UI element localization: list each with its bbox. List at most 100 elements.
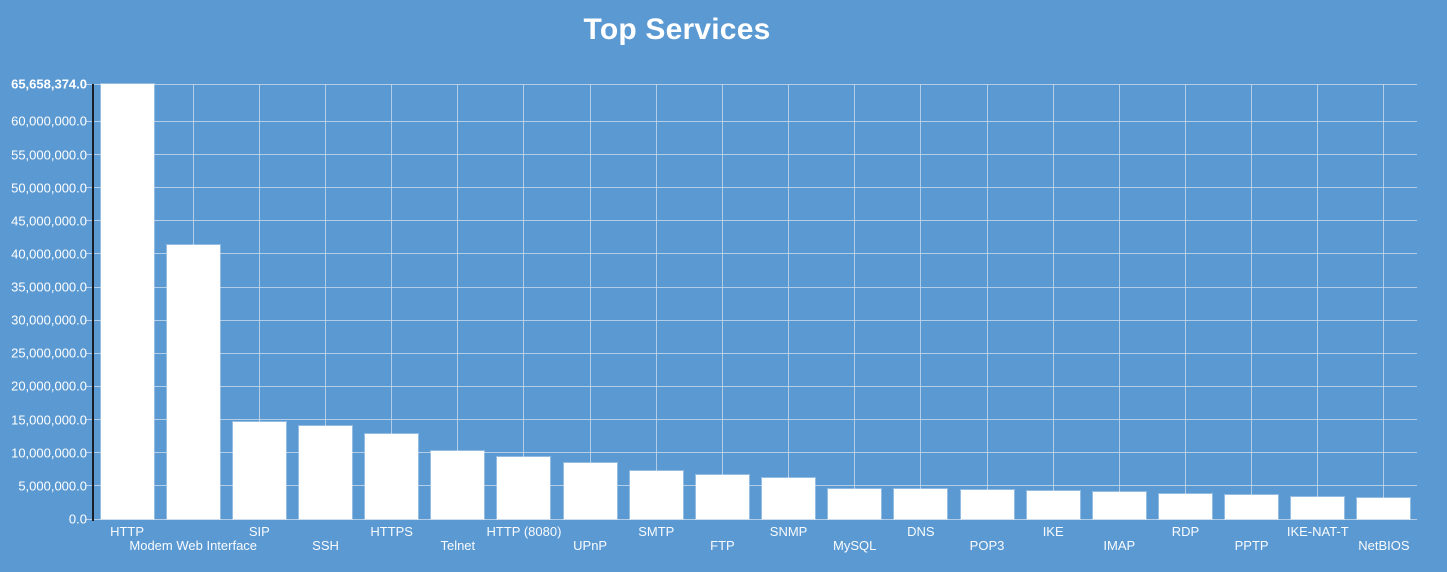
v-gridline [523, 84, 525, 519]
h-gridline [94, 352, 1417, 354]
v-gridline [1251, 84, 1253, 519]
x-tick-label-upnp: UPnP [573, 538, 608, 553]
y-tick-mark [86, 286, 92, 288]
v-gridline [258, 84, 260, 519]
h-gridline [94, 120, 1417, 122]
v-gridline [1317, 84, 1319, 519]
y-tick-mark [86, 419, 92, 421]
x-tick-label-ssh: SSH [312, 538, 339, 553]
y-tick-label: 10,000,000.0 [11, 445, 87, 461]
y-tick-label: 0.0 [68, 511, 87, 527]
v-gridline [721, 84, 723, 519]
h-gridline [94, 319, 1417, 321]
x-tick-label-snmp: SNMP [769, 524, 808, 539]
h-gridline [94, 286, 1417, 288]
x-tick-label-smtp: SMTP [638, 524, 675, 539]
h-gridline [94, 187, 1417, 189]
y-tick-label: 40,000,000.0 [11, 246, 87, 262]
v-gridline [589, 84, 591, 519]
y-tick-label: 50,000,000.0 [11, 180, 87, 196]
bar-ssh[interactable] [299, 425, 353, 519]
x-tick-label-netbios: NetBIOS [1358, 538, 1410, 553]
bar-netbios[interactable] [1357, 497, 1411, 519]
x-tick-label-modem-web-interface: Modem Web Interface [129, 538, 258, 553]
bar-http-8080[interactable] [497, 457, 551, 519]
y-tick-mark [86, 220, 92, 222]
y-tick-label: 55,000,000.0 [11, 147, 87, 163]
x-tick-label-ftp: FTP [710, 538, 735, 553]
y-tick-mark [86, 120, 92, 122]
bar-ike[interactable] [1026, 491, 1080, 519]
h-gridline [94, 452, 1417, 454]
y-tick-mark [86, 83, 92, 85]
h-gridline [94, 220, 1417, 222]
h-gridline [94, 154, 1417, 156]
bar-dns[interactable] [894, 489, 948, 519]
h-gridline [94, 485, 1417, 487]
x-tick-label-http-8080: HTTP (8080) [486, 524, 562, 539]
v-gridline [920, 84, 922, 519]
bar-smtp[interactable] [629, 471, 683, 519]
bar-http[interactable] [100, 84, 154, 519]
v-gridline [986, 84, 988, 519]
x-tick-label-imap: IMAP [1103, 538, 1136, 553]
bar-pptp[interactable] [1225, 495, 1279, 519]
v-gridline [854, 84, 856, 519]
x-tick-label-rdp: RDP [1171, 524, 1200, 539]
bar-upnp[interactable] [563, 462, 617, 519]
h-gridline [94, 385, 1417, 387]
x-tick-label-dns: DNS [907, 524, 935, 539]
bar-sip[interactable] [232, 421, 286, 519]
v-gridline [788, 84, 790, 519]
bar-pop3[interactable] [960, 489, 1014, 519]
y-tick-mark [86, 253, 92, 255]
bar-rdp[interactable] [1158, 494, 1212, 519]
chart-title: Top Services [583, 13, 771, 46]
bar-ftp[interactable] [695, 474, 749, 519]
y-tick-label: 65,658,374.0 [11, 76, 87, 92]
y-tick-label: 45,000,000.0 [11, 213, 87, 229]
y-axis-line [92, 84, 94, 521]
y-tick-label: 5,000,000.0 [18, 478, 87, 494]
x-tick-label-ike-nat-t: IKE-NAT-T [1286, 524, 1349, 539]
y-tick-mark [86, 485, 92, 487]
x-tick-label-https: HTTPS [370, 524, 413, 539]
v-gridline [655, 84, 657, 519]
x-tick-label-telnet: Telnet [440, 538, 476, 553]
bar-imap[interactable] [1092, 492, 1146, 519]
y-tick-label: 35,000,000.0 [11, 279, 87, 295]
y-tick-mark [86, 452, 92, 454]
v-gridline [1118, 84, 1120, 519]
y-tick-mark [86, 319, 92, 321]
bar-mysql[interactable] [828, 488, 882, 519]
h-gridline [94, 419, 1417, 421]
bar-snmp[interactable] [762, 477, 816, 519]
y-tick-label: 15,000,000.0 [11, 412, 87, 428]
bar-modem-web-interface[interactable] [166, 244, 220, 519]
y-tick-label: 20,000,000.0 [11, 378, 87, 394]
v-gridline [1383, 84, 1385, 519]
y-tick-mark [86, 352, 92, 354]
x-tick-label-pptp: PPTP [1234, 538, 1269, 553]
x-tick-label-pop3: POP3 [969, 538, 1005, 553]
y-tick-label: 30,000,000.0 [11, 312, 87, 328]
h-gridline [94, 518, 1417, 520]
v-gridline [1184, 84, 1186, 519]
y-tick-mark [86, 187, 92, 189]
y-tick-mark [86, 518, 92, 520]
y-tick-label: 25,000,000.0 [11, 345, 87, 361]
v-gridline [391, 84, 393, 519]
y-tick-mark [86, 154, 92, 156]
y-tick-label: 60,000,000.0 [11, 113, 87, 129]
v-gridline [457, 84, 459, 519]
bar-telnet[interactable] [431, 450, 485, 519]
v-gridline [325, 84, 327, 519]
x-tick-label-ike: IKE [1042, 524, 1064, 539]
x-tick-label-mysql: MySQL [833, 538, 877, 553]
h-gridline [94, 253, 1417, 255]
x-tick-label-http: HTTP [110, 524, 145, 539]
bar-https[interactable] [365, 433, 419, 519]
bar-ike-nat-t[interactable] [1291, 497, 1345, 519]
h-gridline [94, 83, 1417, 85]
